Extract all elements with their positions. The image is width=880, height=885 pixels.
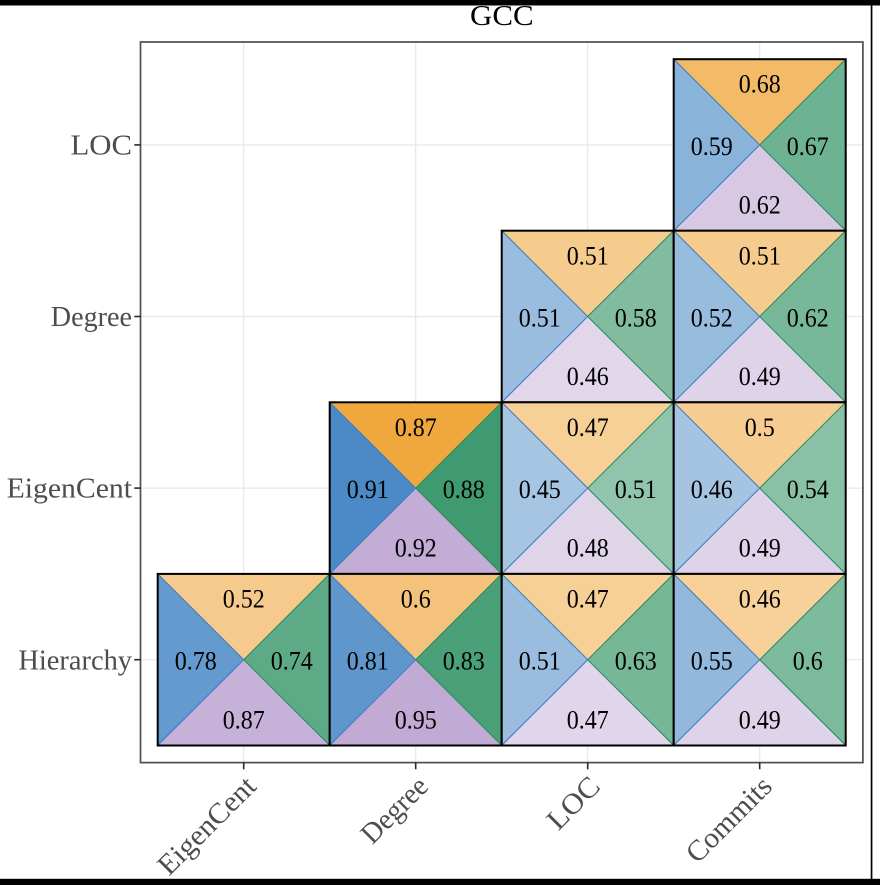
svg-text:0.47: 0.47 [567,412,609,442]
svg-text:GCC: GCC [470,1,534,32]
svg-text:0.49: 0.49 [739,361,781,391]
svg-text:0.68: 0.68 [739,69,781,99]
svg-text:0.95: 0.95 [395,704,437,734]
svg-text:0.59: 0.59 [691,131,733,161]
svg-text:0.62: 0.62 [739,190,781,220]
svg-text:0.48: 0.48 [567,533,609,563]
svg-text:0.45: 0.45 [519,474,561,504]
svg-text:0.92: 0.92 [395,533,437,563]
svg-text:EigenCent: EigenCent [7,473,132,505]
svg-text:0.51: 0.51 [519,646,561,676]
svg-text:0.81: 0.81 [347,646,389,676]
svg-text:0.46: 0.46 [691,474,733,504]
svg-text:0.62: 0.62 [787,302,829,332]
svg-text:0.88: 0.88 [443,474,485,504]
svg-text:0.78: 0.78 [175,646,217,676]
svg-text:0.67: 0.67 [787,131,829,161]
svg-text:0.87: 0.87 [395,412,437,442]
svg-text:LOC: LOC [71,130,133,162]
svg-text:Hierarchy: Hierarchy [18,644,132,676]
svg-text:0.51: 0.51 [739,240,781,270]
svg-text:0.6: 0.6 [793,646,823,676]
svg-text:0.51: 0.51 [567,240,609,270]
svg-text:0.6: 0.6 [401,584,431,614]
svg-text:0.47: 0.47 [567,704,609,734]
svg-text:0.55: 0.55 [691,646,733,676]
svg-text:Degree: Degree [51,301,132,333]
svg-text:0.52: 0.52 [223,584,265,614]
svg-text:0.49: 0.49 [739,704,781,734]
svg-text:0.51: 0.51 [519,302,561,332]
svg-text:0.63: 0.63 [615,646,657,676]
svg-text:0.91: 0.91 [347,474,389,504]
svg-text:0.49: 0.49 [739,533,781,563]
svg-text:0.5: 0.5 [745,412,775,442]
svg-text:0.46: 0.46 [567,361,609,391]
svg-text:0.47: 0.47 [567,584,609,614]
svg-text:0.74: 0.74 [271,646,313,676]
svg-text:0.51: 0.51 [615,474,657,504]
svg-text:0.87: 0.87 [223,704,265,734]
svg-text:0.58: 0.58 [615,302,657,332]
svg-text:0.83: 0.83 [443,646,485,676]
svg-text:0.52: 0.52 [691,302,733,332]
svg-text:0.54: 0.54 [787,474,829,504]
svg-text:0.46: 0.46 [739,584,781,614]
